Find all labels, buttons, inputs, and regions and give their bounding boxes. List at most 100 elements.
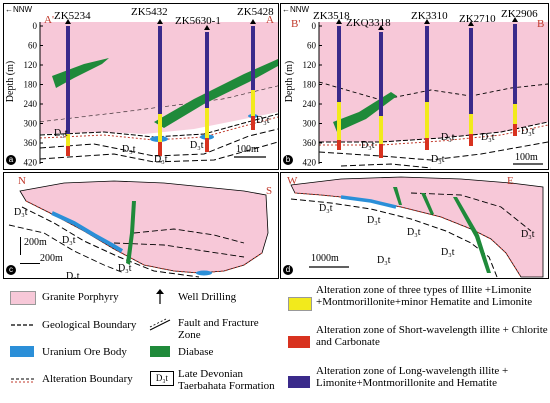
- d3t-d1: D₃t: [367, 215, 381, 226]
- well-b1-seg-1: [379, 116, 383, 144]
- depth-b-tick-label-5: 300: [303, 119, 317, 129]
- legend-diabase-label: Diabase: [178, 346, 214, 358]
- depth-a-tick-label-5: 300: [24, 119, 38, 129]
- depth-b-tick-label-4: 240: [303, 99, 317, 109]
- uranium-ore-c2: [196, 270, 212, 276]
- legend-uranium-label: Uranium Ore Body: [42, 346, 127, 358]
- legend: Granite Porphyry Geological Boundary Ura…: [0, 280, 550, 403]
- depth-b-tick-label-1: 60: [307, 41, 317, 51]
- d3t-d5: D₃t: [521, 229, 535, 240]
- scale-label-b: 100m: [515, 152, 538, 163]
- well-b2-seg-1: [425, 102, 429, 138]
- depth-ticks-a: 0 60 120 180 240 300 360 420: [24, 21, 43, 168]
- well-label-b2: ZK3310: [411, 10, 448, 22]
- uranium-ore-c1: [51, 211, 124, 253]
- well-b1-seg-0: [379, 32, 383, 116]
- endpoint-a-left: A': [44, 14, 54, 26]
- legend-zone-short-label: Alteration zone of Short-wavelength illi…: [316, 324, 548, 348]
- d3t-a4: D₃t: [154, 154, 168, 165]
- depth-b-tick-label-3: 180: [303, 80, 317, 90]
- panel-b: 0 60 120 180 240 300 360 420 ←NNW B' B ZK3518 Z…: [280, 3, 549, 170]
- wells-a: [65, 19, 256, 156]
- well-b0-seg-2: [337, 140, 341, 150]
- diabase-d3: [453, 197, 491, 273]
- d3t-d2: D₃t: [407, 227, 421, 238]
- legend-uranium-swatch: [10, 346, 34, 357]
- legend-geo-boundary-label: Geological Boundary: [42, 319, 137, 331]
- d3t-b3: D₃t: [521, 126, 535, 137]
- panel-d-section: [290, 176, 544, 278]
- diabase-d2: [421, 193, 434, 215]
- panel-a-section: 0 60 120 180 240 300 360 420: [24, 19, 278, 168]
- well-b4-seg-1: [513, 104, 517, 124]
- legend-d3t-symbol: D₃t: [150, 371, 174, 386]
- d3t-c1: D₃t: [62, 235, 76, 246]
- endpoint-d-left: W: [287, 175, 298, 187]
- well-label-b4: ZK2906: [501, 8, 538, 20]
- well-label-a2: ZK5630-1: [175, 15, 221, 27]
- d3t-c3: D₃t: [66, 271, 80, 279]
- depth-a-tick-label-0: 0: [33, 21, 38, 31]
- well-a0-arrow: [65, 19, 71, 24]
- depth-label-b: Depth (m): [284, 60, 296, 103]
- d3t-a2: D₃t: [190, 140, 204, 151]
- d3t-d4: D₃t: [377, 255, 391, 266]
- d3t-b4: D₃t: [431, 154, 445, 165]
- panel-letter-b: b: [283, 155, 293, 165]
- depth-b-tick-label-0: 0: [312, 21, 317, 31]
- legend-granite-label: Granite Porphyry: [42, 291, 119, 303]
- scale-c-vertical: [20, 237, 21, 255]
- d3t-a3: D₃t: [256, 115, 270, 126]
- well-b4-seg-2: [513, 124, 517, 136]
- depth-b-tick-label-2: 120: [303, 60, 317, 70]
- well-a0-seg-0: [66, 26, 70, 134]
- d3t-b2: D₃t: [481, 132, 495, 143]
- panel-a: 0 60 120 180 240 300 360 420 ←NNW A' A ZK5234 Z…: [3, 3, 279, 170]
- well-a3-arrow: [250, 19, 256, 24]
- granite-porphyry-b: [319, 22, 548, 142]
- well-a1-seg-1: [158, 114, 162, 142]
- panel-d: W E D₃t D₃t D₃t D₃t D₃t D₃t 1000m d: [280, 172, 549, 279]
- endpoint-d-right: E: [507, 175, 514, 187]
- legend-zone-three-swatch: [288, 297, 312, 311]
- endpoint-a-right: A: [266, 14, 274, 26]
- d3t-d0: D₃t: [319, 203, 333, 214]
- well-label-b1: ZKQ3318: [346, 17, 391, 29]
- well-a2-seg-0: [205, 32, 209, 108]
- endpoint-b-left: B': [291, 18, 301, 30]
- d3t-a1: D₃t: [122, 144, 136, 155]
- wells-b: [336, 17, 518, 158]
- direction-b: ←NNW: [282, 5, 310, 14]
- well-b3-seg-0: [469, 28, 473, 114]
- legend-alteration-boundary-label: Alteration Boundary: [42, 373, 133, 385]
- diabase-c: [126, 201, 136, 265]
- d3t-b0: D₃t: [361, 140, 375, 151]
- legend-well-label: Well Drilling: [178, 291, 237, 303]
- well-a3-seg-0: [251, 26, 255, 90]
- panel-c-section: [8, 180, 269, 278]
- scale-label-a: 100m: [236, 144, 259, 155]
- well-a2-arrow: [204, 25, 210, 30]
- legend-zone-short-swatch: [288, 336, 310, 348]
- well-b1-arrow: [378, 25, 384, 30]
- well-a3-seg-2: [251, 116, 255, 130]
- panel-letter-c: c: [6, 265, 16, 275]
- panel-c: N S D₃t D₃t D₃t D₃t 200m 200m c: [3, 172, 279, 279]
- d3t-c0: D₃t: [14, 207, 28, 218]
- depth-a-tick-label-1: 60: [28, 41, 38, 51]
- endpoint-b-right: B: [537, 18, 545, 30]
- well-a0-seg-2: [66, 146, 70, 156]
- well-a3-seg-1: [251, 90, 255, 116]
- well-b2-seg-0: [425, 26, 429, 102]
- well-b2-arrow: [424, 19, 430, 24]
- well-label-a0: ZK5234: [54, 10, 91, 22]
- depth-a-tick-label-3: 180: [24, 80, 38, 90]
- scale-label-d: 1000m: [311, 253, 339, 264]
- well-b4-seg-0: [513, 24, 517, 104]
- scale-label-c-horizontal: 200m: [40, 253, 63, 264]
- legend-geo-boundary-icon: [11, 324, 35, 326]
- well-a1-seg-0: [158, 26, 162, 114]
- well-b0-seg-1: [337, 102, 341, 140]
- well-a0-seg-1: [66, 134, 70, 146]
